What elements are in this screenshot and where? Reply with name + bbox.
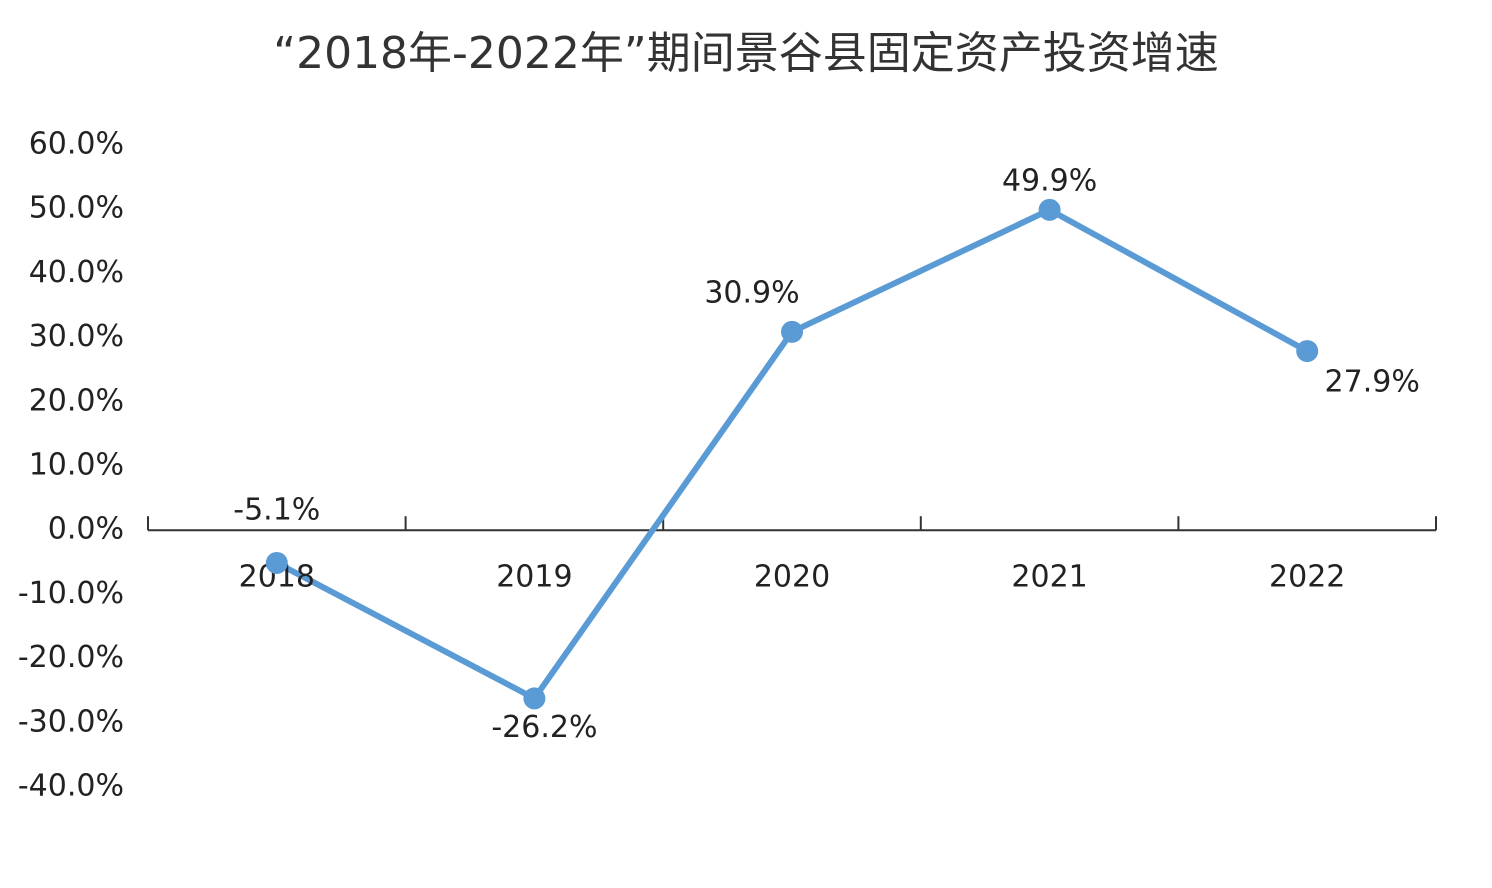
chart-title: “2018年-2022年”期间景谷县固定资产投资增速 xyxy=(273,28,1218,79)
y-tick-label: -20.0% xyxy=(18,640,124,675)
x-tick-label: 2020 xyxy=(754,560,830,595)
data-label: -5.1% xyxy=(233,492,320,527)
y-tick-label: -10.0% xyxy=(18,576,124,611)
data-label: 30.9% xyxy=(704,275,799,310)
x-tick-label: 2019 xyxy=(496,560,572,595)
data-label: -26.2% xyxy=(491,710,597,745)
y-tick-label: -40.0% xyxy=(18,769,124,804)
y-tick-label: -30.0% xyxy=(18,704,124,739)
y-tick-label: 40.0% xyxy=(29,255,124,290)
y-tick-label: 0.0% xyxy=(48,512,124,547)
data-label: 27.9% xyxy=(1325,365,1420,400)
y-tick-label: 20.0% xyxy=(29,383,124,418)
marker xyxy=(1038,198,1061,221)
y-tick-label: 10.0% xyxy=(29,448,124,483)
x-tick-label: 2021 xyxy=(1011,560,1087,595)
marker xyxy=(781,320,803,343)
y-tick-label: 50.0% xyxy=(29,191,124,226)
data-label: 49.9% xyxy=(1002,163,1097,198)
marker xyxy=(1296,340,1319,363)
x-tick-label: 2022 xyxy=(1269,560,1345,595)
marker xyxy=(265,551,288,574)
marker xyxy=(523,687,546,710)
y-tick-label: 60.0% xyxy=(29,127,124,162)
y-tick-label: 30.0% xyxy=(29,319,124,354)
